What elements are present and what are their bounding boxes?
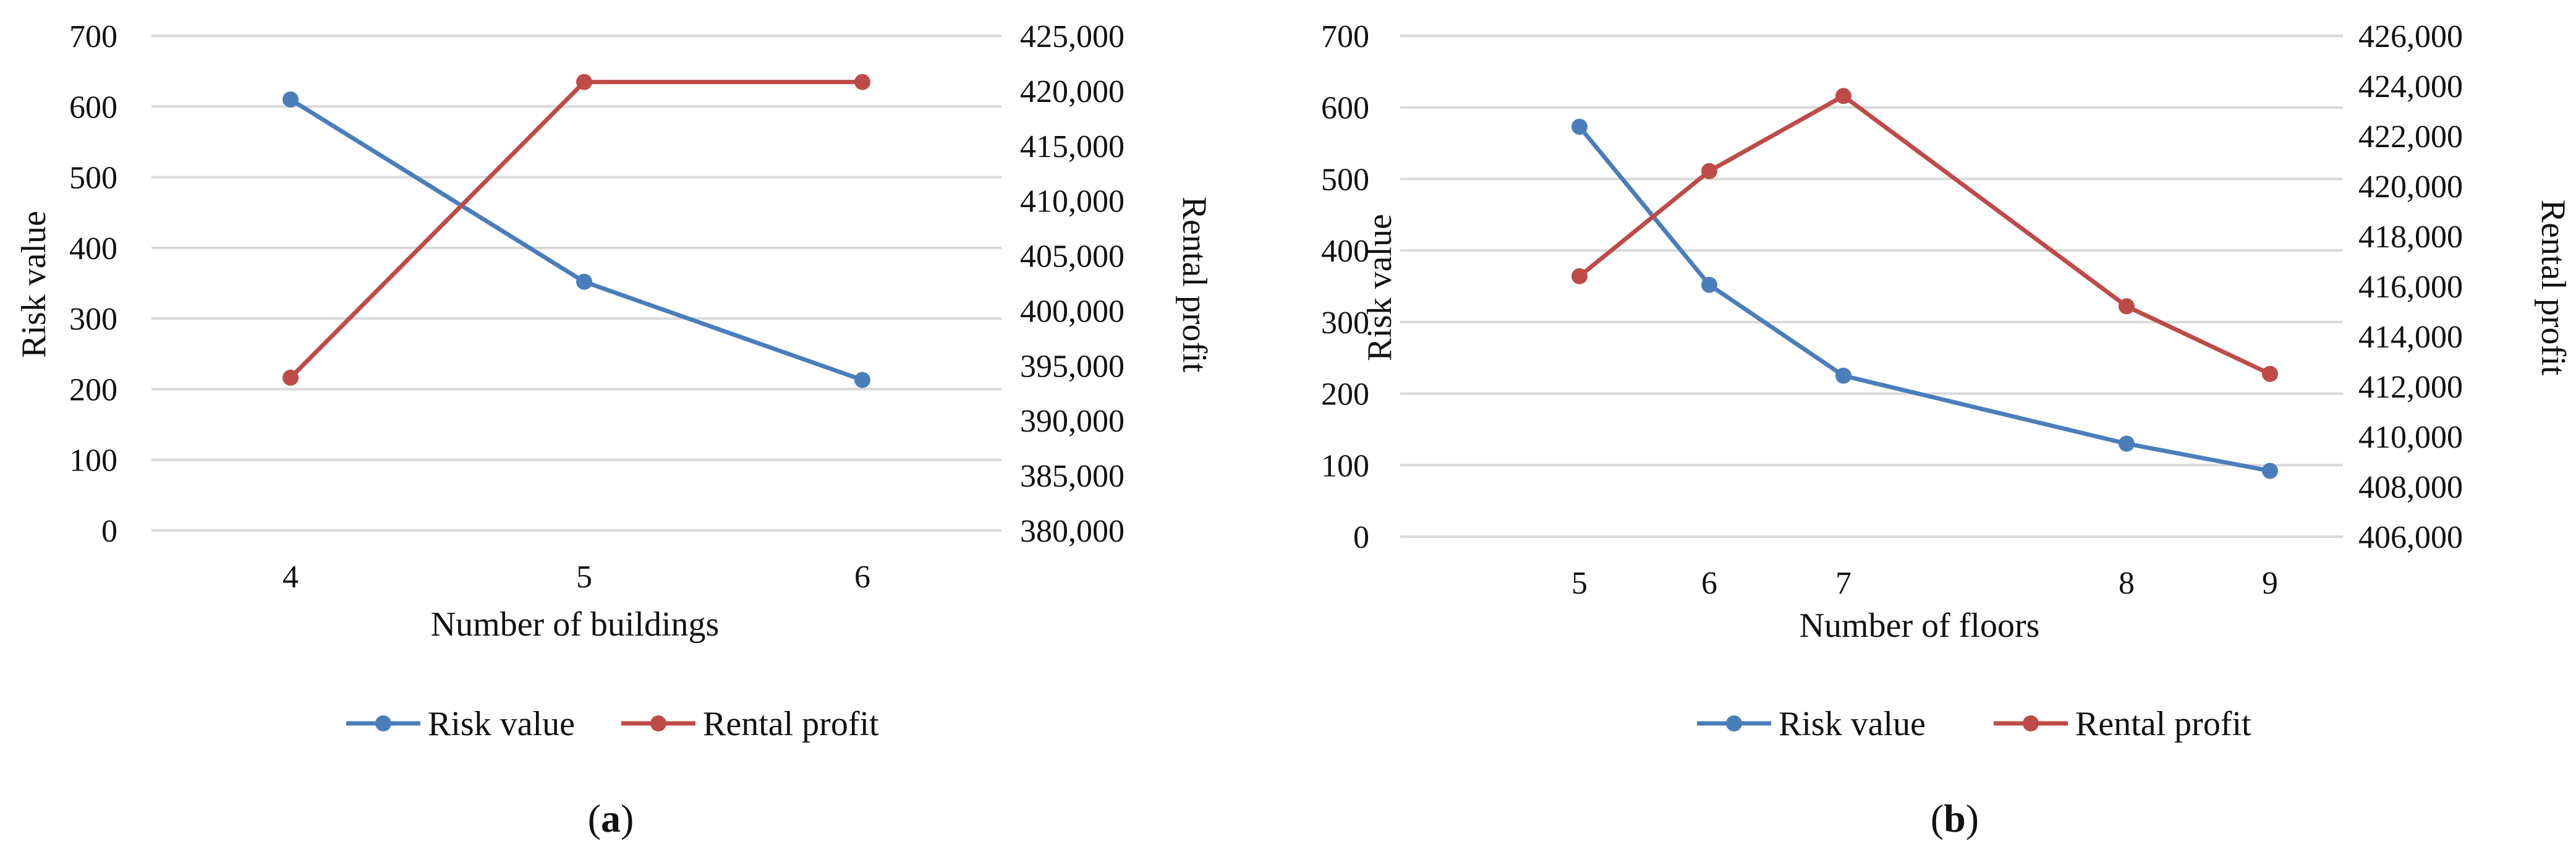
panel-b-left-tick-label: 100: [1321, 448, 1369, 484]
panel-a-right-tick-label: 390,000: [1020, 404, 1124, 439]
panel-a: 0 100 200 300 400 500 600 700 380,000 385,000 390,…: [15, 19, 1214, 840]
panel-a-right-tick-label: 405,000: [1020, 239, 1124, 275]
panel-b-right-axis-title: Rental profit: [2534, 200, 2572, 376]
panel-a-left-tick-label: 700: [69, 19, 117, 54]
panel-b-right-tick-label: 416,000: [2358, 270, 2463, 305]
panel-a-label: (a): [588, 796, 634, 840]
panel-a-right-tick-label: 385,000: [1020, 459, 1124, 494]
panel-a-x-axis-title: Number of buildings: [431, 605, 720, 644]
panel-a-right-tick-label: 380,000: [1020, 514, 1124, 549]
panel-b-x-axis-title: Number of floors: [1800, 607, 2040, 645]
panel-a-right-tick-label: 395,000: [1020, 349, 1124, 384]
panel-a-right-axis-title: Rental profit: [1175, 197, 1214, 373]
panel-b-rental-profit-point: [1701, 163, 1717, 179]
panel-b-left-tick-label: 200: [1321, 377, 1369, 412]
panel-b-left-tick-label: 500: [1321, 162, 1369, 197]
panel-a-left-tick-label: 500: [69, 161, 117, 196]
panel-b-right-tick-label: 406,000: [2358, 520, 2463, 555]
panel-a-risk-value-line: [289, 97, 864, 382]
panel-a-x-tick-label: 6: [854, 560, 870, 595]
panel-a-risk-value-point: [283, 91, 299, 108]
panel-b-rental-profit-point: [1571, 268, 1588, 284]
panel-b-right-tick-label: 410,000: [2358, 420, 2463, 455]
panel-b-right-tick-label: 424,000: [2358, 69, 2463, 104]
panel-a-right-tick-label: 425,000: [1020, 19, 1124, 54]
panel-b-legend-rental-profit-label: Rental profit: [2075, 705, 2251, 743]
panel-a-risk-value-point: [576, 273, 592, 290]
panel-a-rental-profit-point: [283, 369, 299, 386]
panel-b-right-tick-label: 414,000: [2358, 320, 2463, 355]
panel-b-left-tick-label: 0: [1353, 520, 1369, 555]
panel-b-right-tick-label: 412,000: [2358, 370, 2463, 405]
panel-a-right-tick-label: 415,000: [1020, 129, 1124, 164]
panel-b-legend-rental-profit-marker: [2023, 715, 2039, 731]
panel-a-rental-profit-point: [576, 74, 592, 90]
panel-b-x-tick-label: 5: [1571, 566, 1588, 601]
panel-a-right-tick-label: 410,000: [1020, 184, 1124, 219]
panel-a-rental-profit-point: [854, 74, 870, 90]
panel-b-x-tick-label: 9: [2262, 566, 2278, 601]
panel-b-legend-risk-value-marker: [1726, 715, 1742, 731]
panel-a-right-tick-label: 420,000: [1020, 74, 1124, 109]
panel-b-risk-value-point: [1835, 367, 1851, 384]
panel-b-left-tick-label: 600: [1321, 91, 1369, 126]
panel-b-legend: Risk value Rental profit: [1697, 705, 2251, 743]
panel-b-x-tick-label: 8: [2119, 566, 2135, 601]
panel-a-left-tick-label: 200: [69, 372, 117, 407]
panel-b-right-tick-label: 418,000: [2358, 219, 2463, 255]
panel-b-risk-value-point: [1701, 276, 1717, 293]
panel-b-right-tick-label: 408,000: [2358, 470, 2463, 505]
panel-a-legend-risk-value-marker: [375, 715, 391, 731]
panel-a-left-tick-label: 400: [69, 231, 117, 266]
panel-a-left-tick-label: 300: [69, 302, 117, 337]
panel-b-right-tick-label: 422,000: [2358, 119, 2463, 155]
panel-b-left-tick-label: 700: [1321, 19, 1369, 54]
panel-b-right-tick-label: 426,000: [2358, 19, 2463, 54]
panel-b-risk-value-point: [2262, 462, 2278, 479]
panel-a-left-tick-label: 100: [69, 443, 117, 479]
panel-a-legend-risk-value-label: Risk value: [428, 705, 575, 743]
panel-a-risk-value-point: [854, 372, 870, 388]
panel-a-right-tick-label: 400,000: [1020, 294, 1124, 329]
panel-b-legend-risk-value-label: Risk value: [1779, 705, 1926, 743]
panel-a-left-tick-label: 600: [69, 90, 117, 125]
panel-b-left-tick-label: 300: [1321, 305, 1369, 341]
panel-b: 0 100 200 300 400 500 600 700 406,000 408,000 410,…: [1321, 19, 2572, 840]
panel-b-left-tick-label: 400: [1321, 234, 1369, 269]
panel-a-left-tick-label: 0: [101, 514, 117, 549]
panel-b-rental-profit-point: [2119, 298, 2135, 315]
panel-a-x-tick-label: 4: [283, 560, 299, 595]
panel-a-legend-rental-profit-label: Rental profit: [703, 705, 879, 743]
panel-a-rental-profit-line: [289, 80, 862, 380]
panel-b-risk-value-point: [1571, 118, 1588, 135]
panel-a-legend-rental-profit-marker: [650, 715, 666, 731]
panel-b-x-tick-label: 6: [1701, 566, 1717, 601]
panel-b-right-tick-label: 420,000: [2358, 169, 2463, 205]
panel-b-risk-value-point: [2119, 435, 2135, 452]
panel-b-left-axis-title: Risk value: [1361, 214, 1399, 361]
panel-b-label: (b): [1931, 796, 1979, 840]
panel-a-legend: Risk value Rental profit: [346, 705, 879, 743]
panel-b-x-tick-label: 7: [1835, 566, 1851, 601]
panel-b-rental-profit-line: [1578, 93, 2271, 376]
panel-a-x-tick-label: 5: [576, 560, 592, 595]
panel-a-left-axis-title: Risk value: [15, 211, 53, 358]
panel-b-rental-profit-point: [1835, 88, 1851, 104]
panel-b-rental-profit-point: [2262, 365, 2278, 382]
